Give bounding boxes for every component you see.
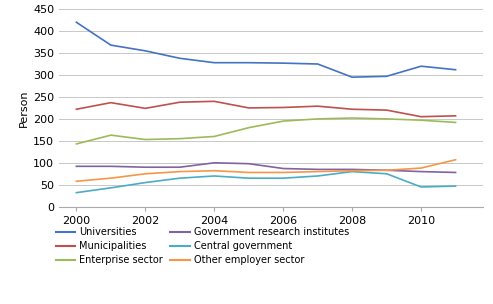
Central government [453,184,458,188]
Universities [142,49,148,53]
Municipalities [418,115,424,119]
Other employer sector [349,169,355,173]
Legend: Universities, Municipalities, Enterprise sector, Government research institutes,: Universities, Municipalities, Enterprise… [56,227,349,265]
Municipalities [108,101,114,105]
Universities [349,75,355,79]
Central government [246,176,252,180]
Universities [280,61,286,65]
Government research institutes [418,170,424,173]
Line: Government research institutes: Government research institutes [76,163,456,172]
Universities [315,62,320,66]
Other employer sector [280,171,286,174]
Other employer sector [246,171,252,174]
Enterprise sector [280,119,286,123]
Enterprise sector [246,126,252,130]
Central government [108,186,114,190]
Government research institutes [142,165,148,169]
Enterprise sector [211,135,217,138]
Municipalities [177,100,183,104]
Municipalities [453,114,458,118]
Universities [177,57,183,60]
Other employer sector [453,158,458,161]
Line: Enterprise sector: Enterprise sector [76,118,456,144]
Municipalities [142,106,148,110]
Government research institutes [246,162,252,165]
Central government [315,174,320,178]
Municipalities [73,107,79,111]
Government research institutes [315,168,320,171]
Central government [73,191,79,195]
Municipalities [384,108,389,112]
Universities [211,61,217,64]
Central government [177,176,183,180]
Municipalities [280,106,286,109]
Line: Universities: Universities [76,22,456,77]
Central government [211,174,217,178]
Government research institutes [280,167,286,170]
Enterprise sector [418,118,424,122]
Line: Other employer sector: Other employer sector [76,160,456,181]
Enterprise sector [177,137,183,140]
Central government [142,181,148,185]
Central government [384,172,389,176]
Other employer sector [177,170,183,173]
Other employer sector [142,172,148,176]
Universities [108,43,114,47]
Universities [384,74,389,78]
Line: Central government: Central government [76,171,456,193]
Other employer sector [211,169,217,173]
Universities [246,61,252,64]
Universities [418,64,424,68]
Enterprise sector [73,142,79,146]
Other employer sector [418,166,424,170]
Municipalities [315,104,320,108]
Government research institutes [384,168,389,172]
Enterprise sector [349,116,355,120]
Central government [349,170,355,173]
Other employer sector [108,176,114,180]
Central government [418,185,424,189]
Enterprise sector [384,117,389,121]
Municipalities [211,99,217,103]
Government research institutes [211,161,217,165]
Line: Municipalities: Municipalities [76,101,456,117]
Universities [453,68,458,71]
Municipalities [246,106,252,110]
Government research institutes [177,165,183,169]
Enterprise sector [453,121,458,124]
Y-axis label: Person: Person [19,89,29,127]
Government research institutes [73,164,79,168]
Other employer sector [315,170,320,173]
Enterprise sector [142,138,148,141]
Municipalities [349,107,355,111]
Central government [280,176,286,180]
Government research institutes [349,168,355,171]
Other employer sector [73,179,79,183]
Universities [73,20,79,24]
Government research institutes [453,171,458,174]
Enterprise sector [315,117,320,121]
Government research institutes [108,164,114,168]
Other employer sector [384,168,389,172]
Enterprise sector [108,133,114,137]
